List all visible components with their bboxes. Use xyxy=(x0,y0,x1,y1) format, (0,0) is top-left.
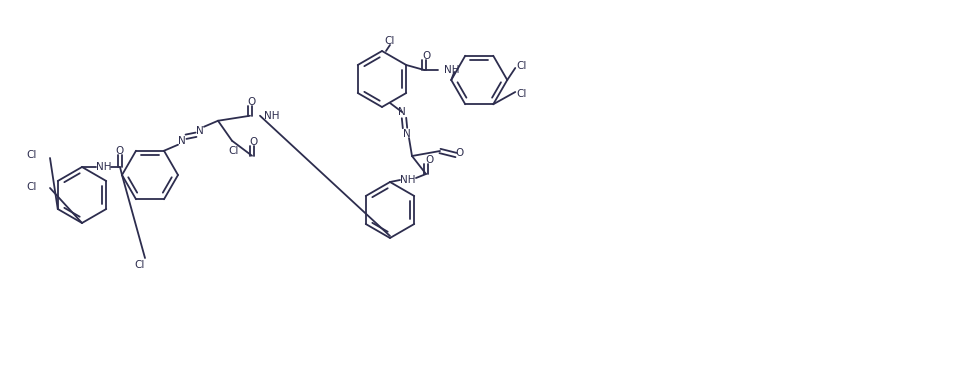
Text: Cl: Cl xyxy=(385,36,395,46)
Text: Cl: Cl xyxy=(27,150,37,160)
Text: N: N xyxy=(403,129,410,139)
Text: O: O xyxy=(250,137,258,147)
Text: Cl: Cl xyxy=(135,260,145,270)
Text: O: O xyxy=(456,148,464,158)
Text: NH: NH xyxy=(444,65,459,75)
Text: N: N xyxy=(398,107,406,117)
Text: NH: NH xyxy=(265,111,280,121)
Text: O: O xyxy=(247,97,256,107)
Text: Cl: Cl xyxy=(229,146,239,156)
Text: O: O xyxy=(426,155,434,165)
Text: O: O xyxy=(116,146,124,156)
Text: Cl: Cl xyxy=(516,89,526,99)
Text: Cl: Cl xyxy=(27,182,37,192)
Text: NH: NH xyxy=(96,162,112,172)
Text: NH: NH xyxy=(400,175,416,185)
Text: O: O xyxy=(422,51,431,61)
Text: Cl: Cl xyxy=(516,61,526,71)
Text: N: N xyxy=(178,136,186,146)
Text: N: N xyxy=(197,126,204,136)
